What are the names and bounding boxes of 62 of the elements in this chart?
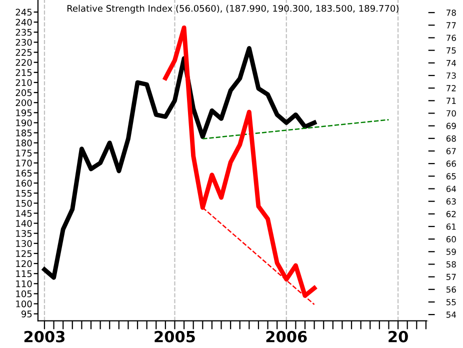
y2-tick-label: 59 [446, 248, 456, 255]
line-series [42, 46, 317, 280]
y2-tick-label: 65 [446, 173, 456, 180]
y2-tick-label: 61 [446, 223, 456, 230]
y-tick-label: 115 [16, 270, 32, 278]
y2-tick-label: 63 [446, 198, 456, 205]
y-tick-label: 140 [16, 220, 32, 227]
y2-tick-label: 64 [446, 186, 456, 192]
y2-tick-label: 70 [446, 110, 456, 117]
y2-tick-label: 56 [446, 286, 456, 293]
y-tick-label: 95 [21, 310, 32, 318]
y-tick-label: 135 [16, 230, 32, 237]
y-tick-label: 125 [16, 250, 32, 258]
y-tick-label: 215 [16, 69, 32, 76]
y-tick-label: 165 [16, 170, 32, 177]
y2-tick-label: 78 [446, 10, 456, 16]
y-tick-label: 130 [16, 240, 32, 247]
text: Relative Strength Index (56.0560), (187.990, 190.300, 183.500, 189.770) [67, 4, 398, 14]
y2-tick-label: 75 [446, 47, 456, 54]
x-tick-label: 20 [388, 330, 408, 342]
y2-tick-label: 60 [446, 236, 456, 242]
y-tick-label: 190 [16, 119, 32, 126]
y-tick-label: 170 [16, 160, 32, 166]
y-tick-label: 180 [16, 140, 32, 146]
y2-tick-label: 68 [446, 135, 456, 142]
y-tick-label: 245 [16, 8, 32, 16]
x-tick-label: 2005 [154, 330, 195, 342]
y2-tick-label: 66 [446, 160, 456, 167]
y2-tick-label: 69 [446, 122, 456, 130]
y-tick-label: 220 [16, 59, 32, 66]
y-tick-label: 240 [16, 18, 32, 26]
y-tick-label: 145 [16, 210, 32, 217]
y-tick-label: 225 [16, 49, 32, 56]
y-tick-label: 110 [16, 280, 32, 288]
y-tick-label: 235 [16, 28, 32, 36]
y-tick-label: 205 [16, 89, 32, 96]
y2-tick-label: 54 [446, 312, 456, 318]
y-tick-label: 200 [16, 99, 32, 106]
y2-tick-label: 76 [446, 34, 456, 42]
y2-tick-label: 57 [446, 274, 456, 280]
y-tick-label: 100 [16, 300, 32, 308]
y-tick-label: 195 [16, 109, 32, 116]
y2-tick-label: 72 [446, 85, 456, 92]
y-tick-label: 120 [16, 260, 32, 268]
y2-tick-label: 74 [446, 60, 456, 66]
y2-tick-label: 67 [446, 148, 456, 154]
y-tick-label: 105 [16, 290, 32, 298]
y2-tick-label: 55 [446, 299, 456, 306]
y-tick-label: 210 [16, 79, 32, 86]
y-tick-label: 160 [16, 180, 32, 187]
y2-tick-label: 71 [446, 98, 456, 104]
y-tick-label: 185 [16, 130, 32, 136]
y-tick-label: 175 [16, 150, 32, 156]
y2-tick-label: 77 [446, 22, 456, 28]
y2-tick-label: 58 [446, 261, 456, 268]
x-tick-label: 2006 [266, 330, 307, 342]
y-tick-label: 155 [16, 190, 32, 197]
y-tick-label: 230 [16, 38, 32, 46]
y2-tick-label: 62 [446, 210, 456, 218]
y-tick-label: 150 [16, 200, 32, 207]
y2-tick-label: 73 [446, 72, 456, 79]
x-tick-label: 2003 [24, 330, 65, 342]
